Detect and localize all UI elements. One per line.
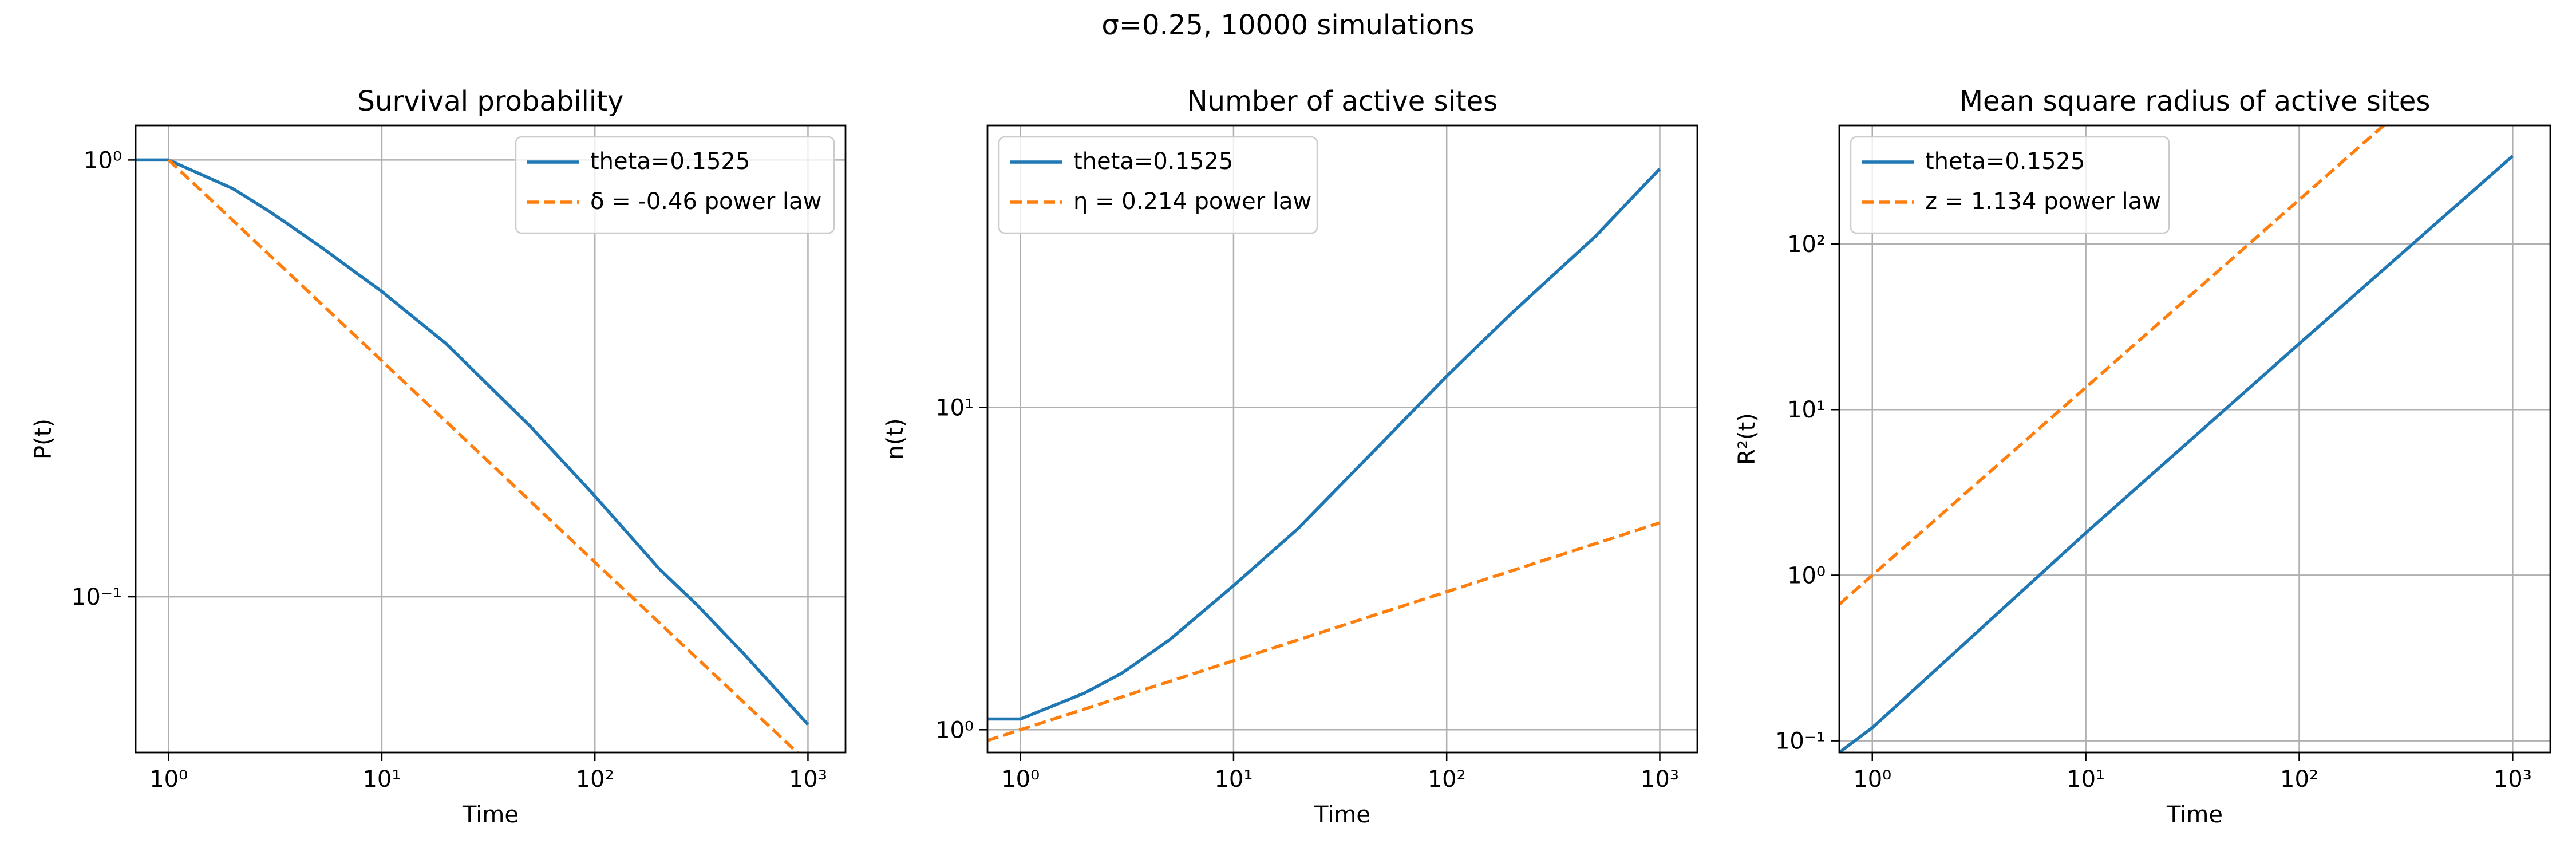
axes-frame: [135, 124, 847, 754]
x-tick-label: 10³: [2494, 766, 2532, 793]
x-axis-label: Time: [1314, 802, 1370, 828]
x-tick-label: 10⁰: [1001, 766, 1040, 793]
x-tick-label: 10³: [789, 766, 827, 793]
x-tick-label: 10¹: [362, 766, 401, 793]
legend-label: theta=0.1525: [590, 148, 750, 175]
series-line-data: [136, 158, 809, 726]
y-tick-label: 10⁰: [1787, 562, 1826, 589]
figure-suptitle: σ=0.25, 10000 simulations: [1101, 9, 1475, 41]
y-tick-label: 10¹: [1787, 397, 1826, 423]
legend-label: η = 0.214 power law: [1073, 188, 1311, 215]
y-tick-label: 10⁻¹: [1775, 728, 1826, 755]
panel-title: Mean square radius of active sites: [1959, 85, 2431, 117]
series-line-power-law: [1839, 125, 2387, 606]
x-tick-label: 10⁰: [1853, 766, 1891, 793]
legend: theta=0.1525 η = 0.214 power law: [998, 136, 1318, 234]
y-axis-label: n(t): [882, 418, 908, 459]
legend-label: δ = -0.46 power law: [590, 188, 821, 215]
series-line-data: [1839, 155, 2514, 752]
x-tick-label: 10³: [1641, 766, 1679, 793]
panel-number-of-active-sites: 10⁰ 10¹ 10² 10³ 10⁰ 10¹ Number of active sites…: [882, 85, 1698, 828]
x-tick-label: 10¹: [2067, 766, 2105, 793]
y-axis-label: R²(t): [1734, 413, 1760, 465]
x-tick-label: 10⁰: [149, 766, 188, 793]
axes-frame: [1838, 124, 2551, 754]
y-tick-label: 10⁻¹: [72, 584, 122, 610]
x-axis-label: Time: [2166, 802, 2223, 828]
series-line-power-law: [987, 521, 1661, 742]
x-tick-label: 10²: [1428, 766, 1466, 793]
x-axis-label: Time: [462, 802, 519, 828]
y-axis-label: P(t): [30, 419, 57, 459]
x-tick-label: 10¹: [1214, 766, 1253, 793]
panel-survival-probability: 10⁰ 10¹ 10² 10³ 10⁻¹ 10⁰ Survival probability T…: [30, 85, 847, 828]
x-tick-label: 10²: [2280, 766, 2318, 793]
legend: theta=0.1525 δ = -0.46 power law: [515, 136, 835, 234]
panel-mean-square-radius: 10⁰ 10¹ 10² 10³ 10⁻¹ 10⁰ 10¹ 10² Mean square rad…: [1734, 85, 2551, 828]
legend-frame: [515, 136, 835, 234]
series-line-power-law: [167, 159, 800, 752]
legend-label: theta=0.1525: [1925, 148, 2085, 175]
legend-label: theta=0.1525: [1073, 148, 1233, 175]
y-tick-label: 10¹: [935, 395, 974, 421]
panel-title: Survival probability: [358, 85, 624, 117]
y-tick-label: 10⁰: [84, 147, 122, 174]
legend: theta=0.1525 z = 1.134 power law: [1850, 136, 2170, 234]
series-line-data: [987, 167, 1661, 721]
x-tick-label: 10²: [576, 766, 614, 793]
y-tick-label: 10²: [1787, 231, 1826, 258]
y-tick-label: 10⁰: [935, 717, 974, 743]
axes-frame: [986, 124, 1698, 754]
legend-label: z = 1.134 power law: [1925, 188, 2161, 215]
legend-frame: [1850, 136, 2170, 234]
panel-title: Number of active sites: [1187, 85, 1498, 117]
legend-frame: [998, 136, 1318, 234]
